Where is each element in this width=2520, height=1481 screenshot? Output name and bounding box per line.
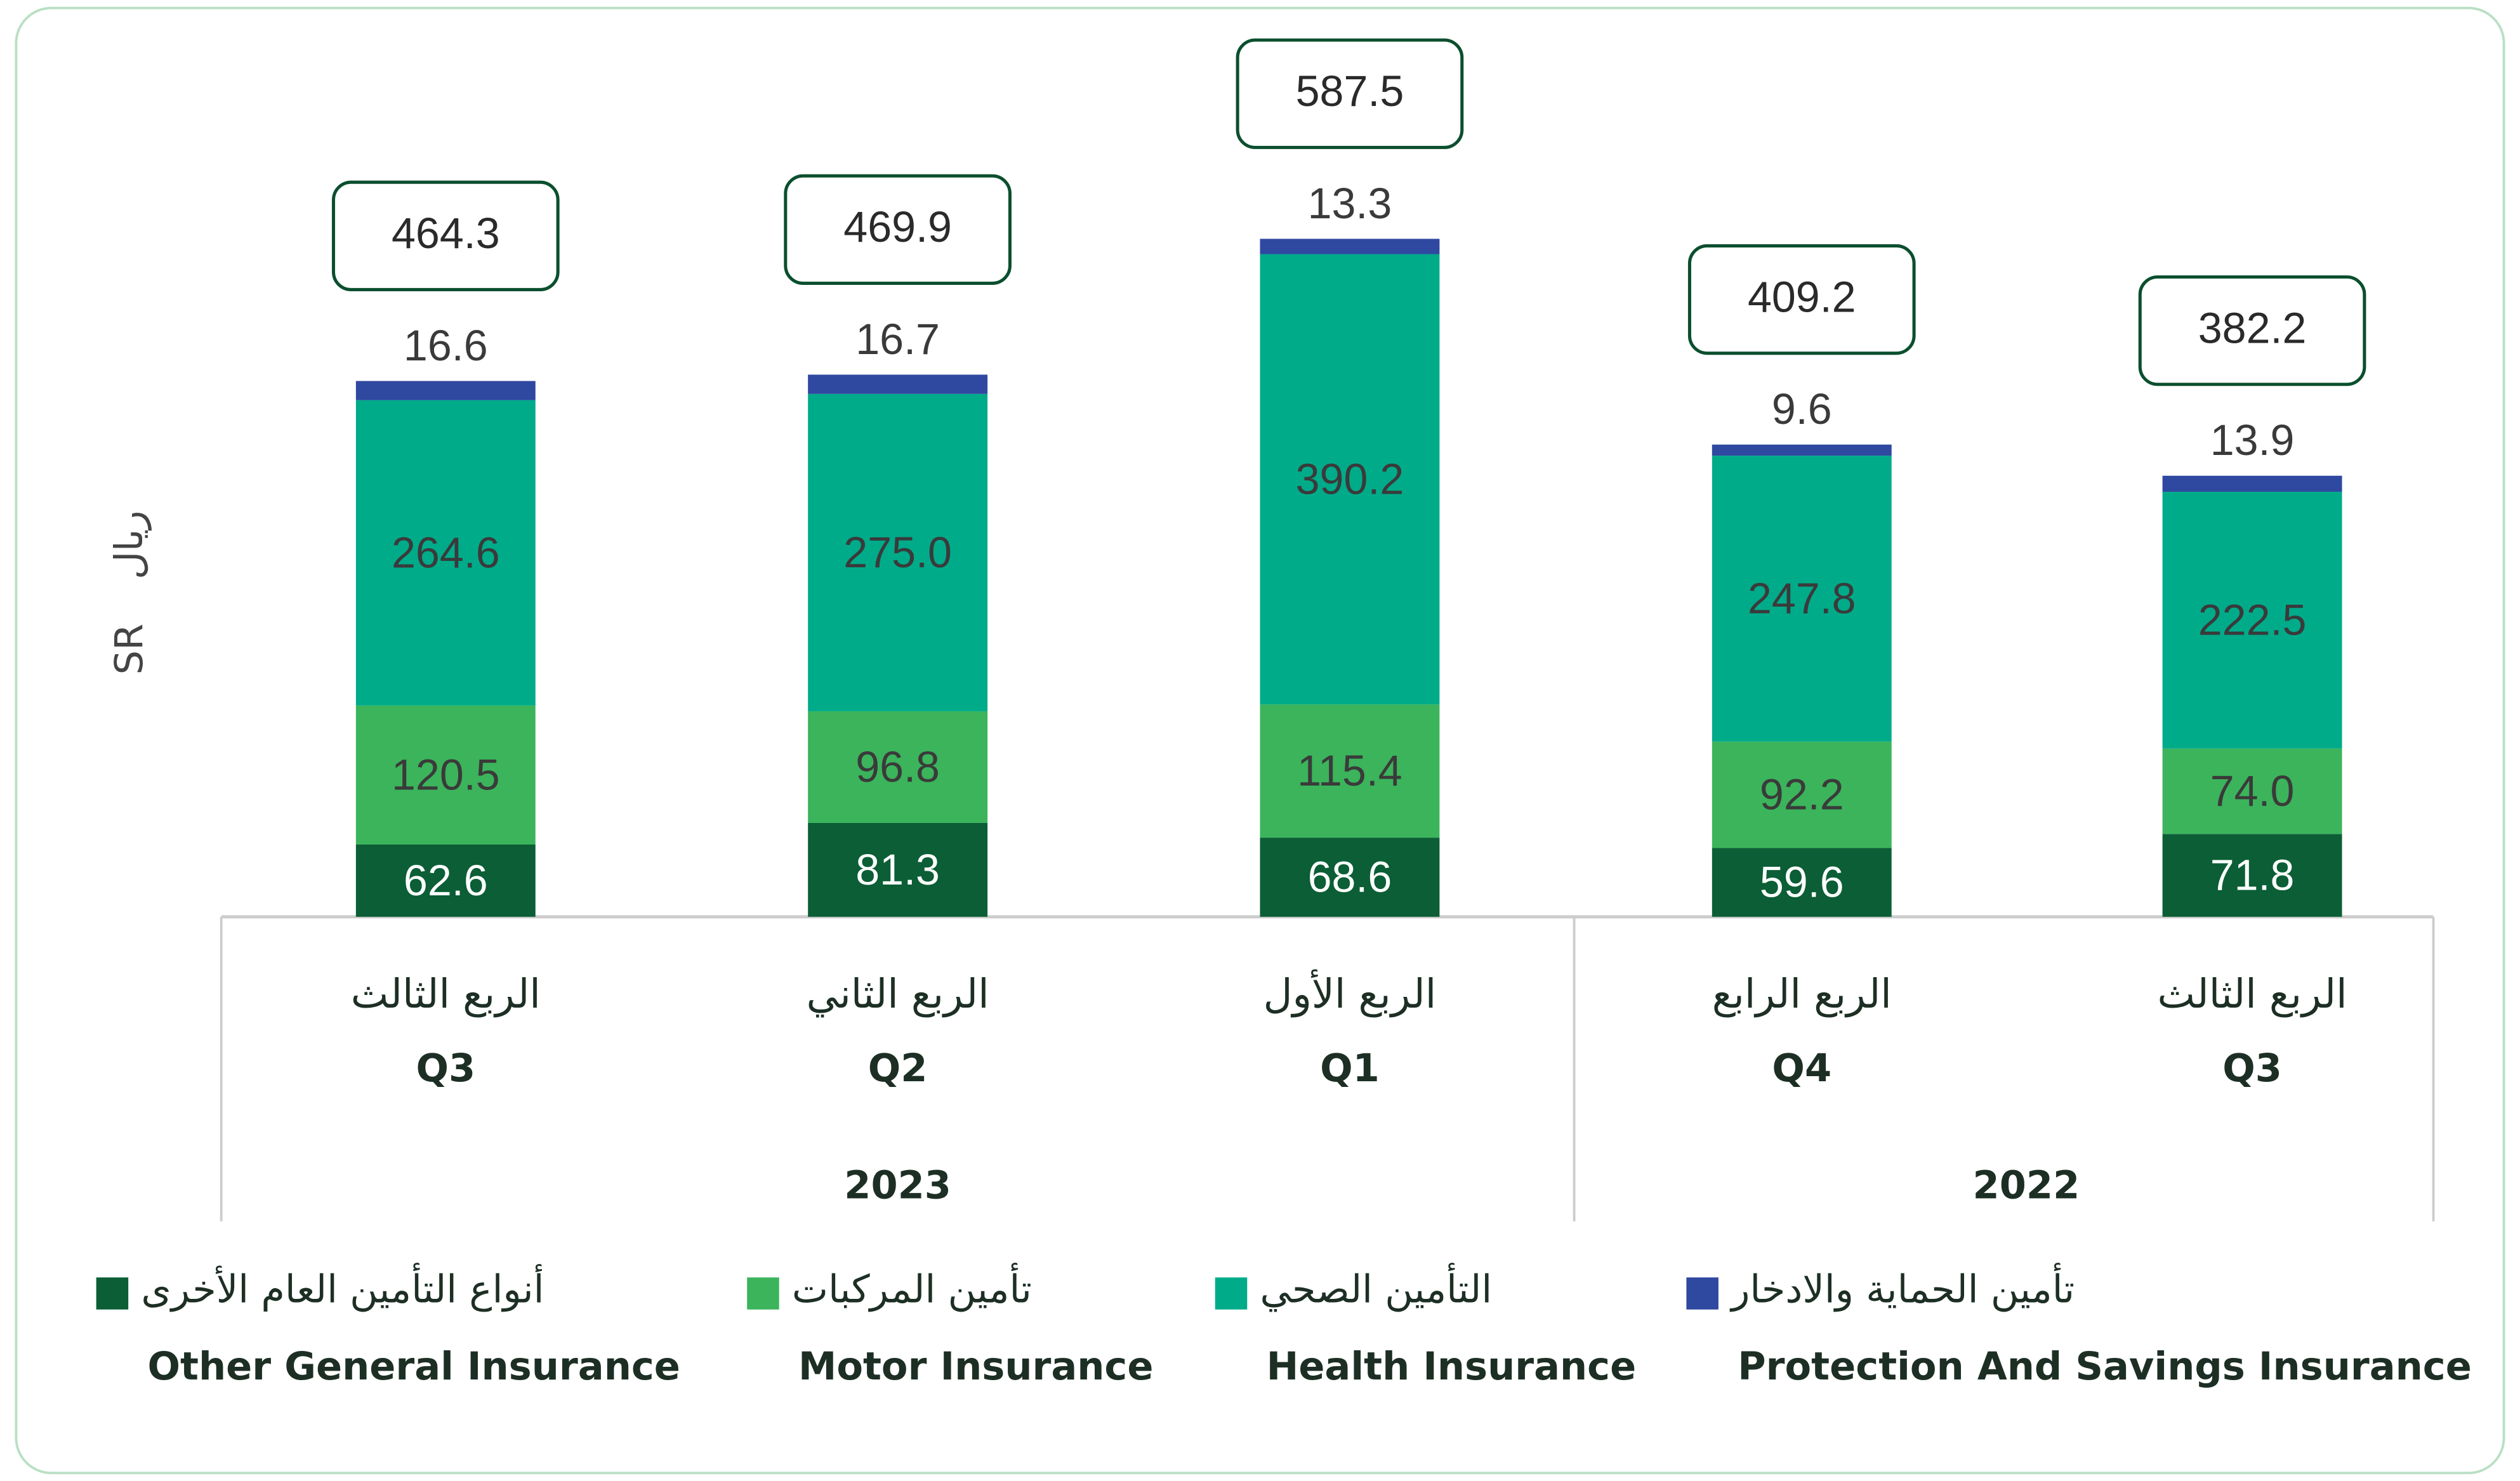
x-tick-label: Q4 [1772, 1046, 1831, 1091]
bar-segment [2162, 475, 2342, 492]
x-tick-label: Q2 [868, 1046, 928, 1091]
bar-segment [2162, 834, 2342, 917]
legend-label: Protection And Savings Insurance [1738, 1345, 2472, 1389]
total-box [2138, 275, 2366, 386]
bar-segment [1712, 456, 1892, 742]
group-label: 2023 [844, 1163, 951, 1208]
bar-segment [1260, 838, 1440, 917]
total-box [1236, 38, 1464, 149]
bar-segment [2162, 748, 2342, 834]
data-label: 115.4 [1297, 747, 1402, 795]
total-label: 409.2 [1748, 273, 1856, 321]
data-label: 264.6 [392, 529, 500, 577]
data-label: 74.0 [2210, 767, 2295, 815]
bar-segment [808, 393, 988, 711]
bar-segment [808, 711, 988, 823]
total-box [331, 180, 560, 291]
legend-swatch [1686, 1277, 1718, 1310]
bar-segment [808, 374, 988, 394]
bar-segment [2162, 492, 2342, 749]
data-label: 62.6 [404, 857, 488, 905]
bar-segment [355, 705, 536, 845]
legend-label-ar: التأمين الصحي [1260, 1263, 1493, 1312]
data-label: 222.5 [2198, 596, 2307, 644]
data-label: 92.2 [1760, 771, 1844, 819]
data-label: 120.5 [392, 751, 500, 799]
data-label: 71.8 [2210, 852, 2295, 900]
x-tick-label-ar: الربع الثالث [2158, 970, 2347, 1018]
x-tick-label-ar: الربع الأول [1263, 969, 1437, 1018]
bar-segment [1260, 254, 1440, 705]
x-tick-label: Q3 [416, 1046, 475, 1091]
bar-segment [355, 381, 536, 400]
total-box [1687, 244, 1916, 355]
x-tick-label-ar: الربع الرابع [1712, 970, 1892, 1018]
legend-swatch [96, 1277, 129, 1310]
bar-segment [1260, 704, 1440, 838]
y-axis-label: SR [107, 624, 152, 675]
data-label: 68.6 [1308, 853, 1392, 902]
group-label: 2022 [1973, 1163, 2080, 1208]
bar-segment [808, 822, 988, 917]
bar-segment [1712, 444, 1892, 456]
total-label: 382.2 [2198, 304, 2307, 352]
legend-swatch [1215, 1277, 1248, 1310]
legend-label-ar: تأمين المركبات [792, 1263, 1032, 1312]
total-label: 469.9 [843, 203, 952, 251]
data-label: 13.3 [1308, 180, 1392, 228]
bar-segment [1712, 848, 1892, 917]
data-label: 81.3 [855, 846, 940, 894]
x-tick-label-ar: الربع الثاني [807, 970, 989, 1018]
legend-swatch [747, 1277, 779, 1310]
bar-segment [1712, 741, 1892, 848]
data-label: 16.7 [855, 315, 940, 364]
bar-segment [355, 400, 536, 706]
legend-label-ar: أنواع التأمين العام الأخرى [141, 1263, 544, 1312]
x-tick-label: Q1 [1320, 1046, 1380, 1091]
total-label: 587.5 [1296, 67, 1404, 115]
legend-label: Health Insurance [1267, 1345, 1637, 1389]
bar-segment [355, 845, 536, 917]
data-label: 9.6 [1772, 385, 1832, 433]
data-label: 13.9 [2210, 416, 2295, 464]
data-label: 247.8 [1748, 575, 1856, 623]
data-label: 96.8 [855, 743, 940, 791]
legend-label-ar: تأمين الحماية والادخار [1729, 1263, 2075, 1312]
y-axis-label: ريال [107, 511, 152, 580]
x-tick-label-ar: الربع الثالث [351, 970, 541, 1018]
data-label: 390.2 [1296, 455, 1404, 503]
legend-label: Motor Insurance [798, 1345, 1153, 1389]
data-label: 16.6 [404, 322, 488, 370]
total-label: 464.3 [392, 209, 500, 258]
data-label: 275.0 [843, 529, 952, 577]
x-tick-label: Q3 [2222, 1046, 2282, 1091]
bar-segment [1260, 239, 1440, 254]
legend-label: Other General Insurance [147, 1345, 680, 1389]
data-label: 59.6 [1760, 859, 1844, 907]
total-box [784, 174, 1012, 285]
